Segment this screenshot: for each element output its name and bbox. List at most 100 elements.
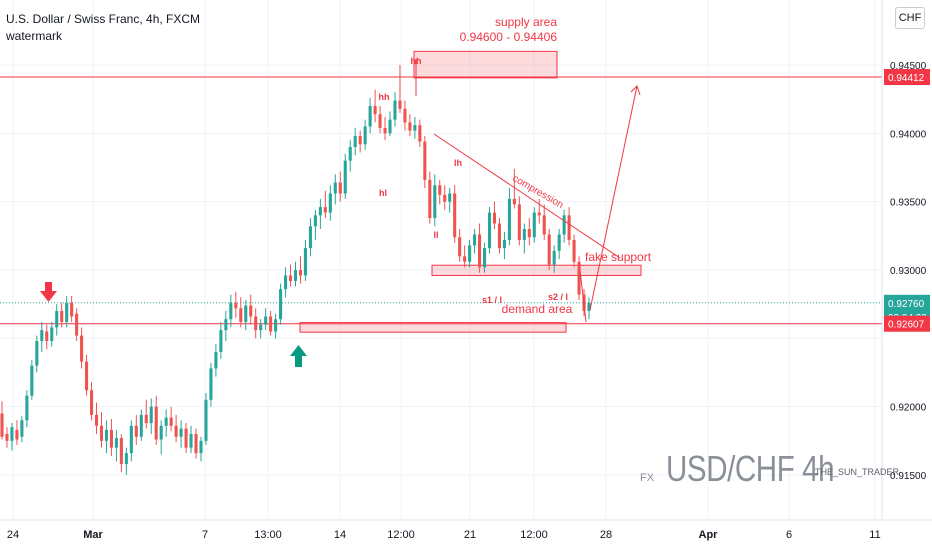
candle-body — [293, 270, 298, 281]
candle-body — [323, 207, 327, 213]
candle-body — [279, 289, 283, 320]
watermark: FX USD/CHF 4h — [640, 448, 871, 490]
candle-body — [174, 425, 178, 437]
candle-body — [214, 352, 218, 369]
watermark-author: THE_SUN_TRADER — [815, 467, 900, 477]
candle-body — [159, 425, 163, 440]
candle-body — [547, 234, 551, 265]
candle-body — [65, 302, 69, 322]
candle-body — [40, 330, 44, 342]
candle-body — [109, 429, 113, 448]
time-tick-label: Mar — [83, 529, 103, 541]
candle-body — [373, 106, 377, 115]
candle-body — [274, 319, 278, 332]
drawings — [40, 59, 641, 367]
time-tick-label: 28 — [600, 529, 612, 541]
candle-body — [458, 237, 462, 257]
price-axis[interactable]: 0.91500 0.92000 0.93000 0.93500 0.94000 0.945… — [881, 0, 930, 520]
candle-body — [492, 212, 497, 224]
candle-body — [104, 429, 109, 441]
candle-body — [433, 185, 437, 219]
time-tick-label: 21 — [464, 529, 476, 541]
candle-body — [448, 193, 452, 202]
candle-body — [403, 108, 407, 123]
candle-body — [179, 428, 183, 437]
candle-body — [468, 245, 472, 262]
candle-body — [189, 434, 193, 448]
candle-body — [10, 427, 14, 441]
candle-body — [482, 248, 487, 268]
indicator-label: watermark — [6, 29, 63, 43]
supply-area-range: 0.94600 - 0.94406 — [460, 30, 558, 44]
candle-body — [234, 302, 238, 309]
candle-body — [50, 327, 54, 342]
candle-body — [502, 239, 506, 249]
candle-body — [119, 438, 123, 465]
price-label-box — [884, 69, 930, 86]
price-label-box — [884, 315, 930, 332]
candle-body — [318, 207, 322, 216]
candle-body — [249, 305, 253, 317]
zones — [299, 50, 642, 333]
candle-body — [55, 311, 59, 328]
candle-body — [413, 125, 417, 131]
drop-line — [579, 269, 587, 323]
candle-body — [522, 229, 526, 240]
demand-area-label: demand area — [502, 302, 573, 316]
price-label-text: 0.94412 — [888, 73, 925, 84]
candle-body — [542, 215, 546, 235]
candle-body — [154, 406, 158, 440]
hh-top-label: hh — [411, 56, 422, 66]
candle-body — [383, 127, 387, 134]
time-tick-label: 12:00 — [387, 529, 415, 541]
candle-body — [139, 414, 143, 437]
candle-body — [532, 212, 536, 238]
candle-body — [244, 305, 248, 322]
candle-body — [15, 429, 19, 440]
candle-body — [517, 204, 521, 240]
candle-body — [333, 182, 337, 194]
price-tick-label: 0.91500 — [890, 471, 927, 482]
ll-label: ll — [433, 230, 438, 240]
candle-body — [353, 136, 357, 147]
candle-body — [562, 215, 566, 235]
candle-body — [94, 414, 99, 426]
s1-label: s1 / l — [482, 295, 502, 305]
price-tick-label: 0.93500 — [890, 198, 927, 209]
watermark-prefix: FX — [640, 472, 655, 484]
time-tick-label: 6 — [786, 529, 792, 541]
time-tick-label: 11 — [869, 529, 880, 541]
zone-rect — [413, 50, 558, 79]
currency-button[interactable]: CHF — [895, 7, 925, 29]
candle-body — [199, 440, 203, 454]
candle-body — [169, 417, 173, 426]
grid — [0, 0, 882, 520]
hl-label: hl — [379, 188, 387, 198]
price-label-text: 0.92607 — [888, 320, 925, 331]
time-axis[interactable]: 24 Mar 7 13:00 14 12:00 21 12:00 28 Apr 6 11 — [0, 519, 932, 541]
candle-body — [90, 390, 94, 415]
candle-body — [75, 313, 79, 336]
candle-body — [393, 100, 397, 120]
candle-body — [184, 428, 188, 448]
zone-rect — [431, 264, 642, 276]
candle-body — [388, 119, 392, 134]
price-tick-label: 0.94500 — [890, 61, 927, 72]
candle-body — [124, 453, 128, 465]
candle-body — [408, 122, 412, 131]
candle-body — [85, 361, 89, 391]
candle-body — [453, 193, 457, 238]
candle-body — [288, 275, 293, 281]
compression-upper-trendline — [433, 133, 621, 259]
candle-body — [134, 425, 138, 437]
candle-body — [219, 330, 223, 352]
price-tick-label: 0.94000 — [890, 129, 927, 140]
time-tick-label: 12:00 — [520, 529, 548, 541]
time-tick-label: 14 — [334, 529, 346, 541]
candle-body — [363, 126, 367, 145]
candle-body — [80, 335, 84, 362]
candle-body — [507, 198, 511, 240]
candle-body — [473, 234, 477, 246]
candle-body — [45, 331, 49, 342]
